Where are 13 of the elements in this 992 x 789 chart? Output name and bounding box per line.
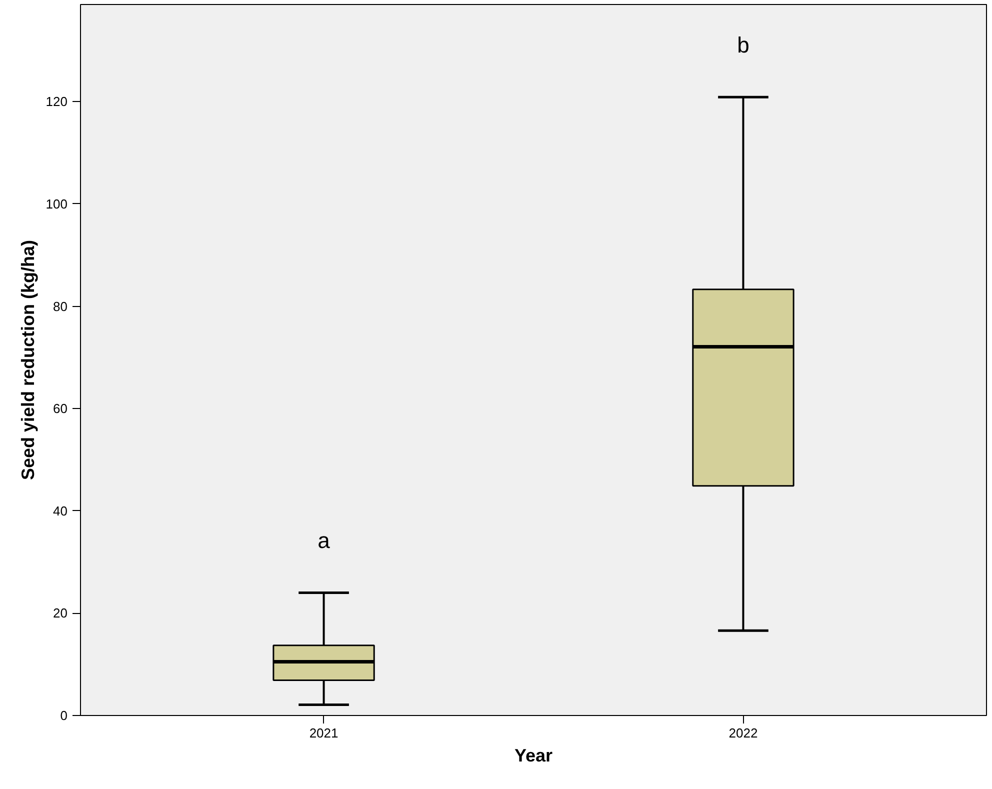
y-tick-label: 20 <box>53 606 68 621</box>
y-axis-title: Seed yield reduction (kg/ha) <box>18 240 38 480</box>
y-tick-label: 40 <box>53 503 68 518</box>
x-tick-label: 2022 <box>728 726 758 740</box>
x-axis-title: Year <box>514 746 553 766</box>
y-tick-label: 80 <box>53 298 68 314</box>
y-tick-label: 120 <box>46 94 68 110</box>
y-tick-label: 60 <box>53 401 68 416</box>
y-tick-label: 100 <box>46 196 68 212</box>
x-tick-label: 2021 <box>309 726 338 740</box>
annotation: b <box>737 32 750 58</box>
y-tick-label: 0 <box>60 708 68 723</box>
annotation: a <box>318 528 331 554</box>
